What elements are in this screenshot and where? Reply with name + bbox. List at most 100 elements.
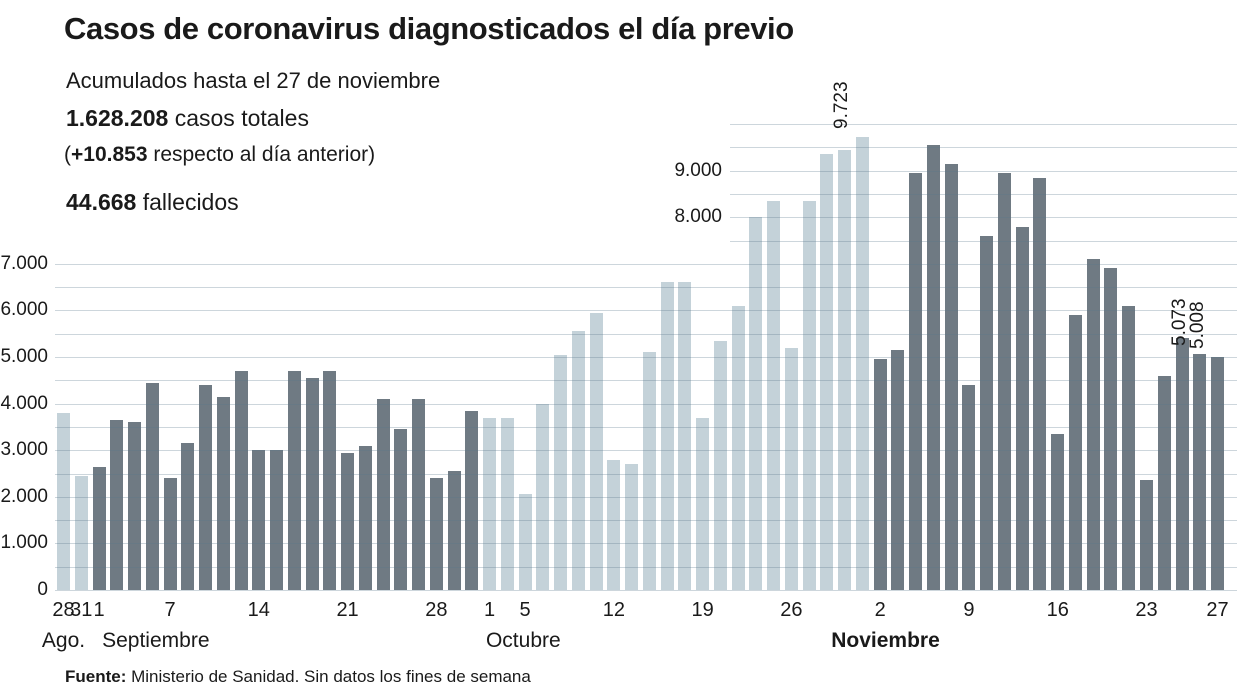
delta-label: respecto al día anterior) — [147, 143, 376, 166]
deaths-label: fallecidos — [136, 189, 239, 215]
bar-septiembre-25 — [412, 398, 426, 590]
x-tick-octubre-5: 5 — [519, 599, 531, 621]
bar-octubre-6 — [536, 403, 550, 590]
bar-septiembre-3 — [128, 422, 142, 590]
total-cases-stat: 1.628.208 casos totales — [66, 105, 309, 132]
bar-octubre-29 — [838, 149, 852, 590]
x-tick-octubre-1: 1 — [484, 599, 496, 621]
bar-octubre-27 — [802, 200, 816, 590]
bar-annotation-noviembre-27: 5.008 — [1186, 301, 1208, 349]
month-label-octubre: Octubre — [485, 629, 561, 652]
gridline-1000 — [55, 543, 1237, 545]
bar-octubre-8 — [571, 331, 585, 590]
bar-octubre-23 — [767, 200, 781, 590]
bar-septiembre-9 — [199, 384, 213, 590]
deaths-stat: 44.668 fallecidos — [66, 189, 239, 216]
x-tick-agosto-31: 31 — [70, 599, 93, 621]
gridline-9000 — [730, 170, 1237, 172]
bar-noviembre-17 — [1068, 315, 1082, 590]
bar-septiembre-29 — [447, 471, 461, 590]
bar-noviembre-19 — [1104, 268, 1118, 590]
gridline-8000 — [730, 217, 1237, 219]
bar-septiembre-21 — [341, 452, 355, 590]
bar-annotation-octubre-30: 9.723 — [831, 81, 853, 129]
gridline-0 — [55, 590, 1237, 591]
x-tick-octubre-19: 19 — [691, 599, 714, 621]
gridline-1500 — [55, 520, 1237, 522]
bar-noviembre-3 — [891, 350, 905, 590]
bar-noviembre-25 — [1175, 338, 1189, 590]
y-axis-inner-label-9000: 9.000 — [674, 159, 722, 181]
bar-noviembre-20 — [1122, 305, 1136, 590]
bar-octubre-2 — [500, 417, 514, 590]
bar-noviembre-24 — [1157, 375, 1171, 590]
gridline-2000 — [55, 496, 1237, 498]
bar-noviembre-2 — [873, 359, 887, 590]
bar-septiembre-16 — [287, 370, 301, 590]
gridline-3500 — [55, 426, 1237, 428]
gridline-2500 — [55, 473, 1237, 475]
bar-noviembre-13 — [1033, 177, 1047, 590]
bar-septiembre-23 — [376, 398, 390, 590]
x-tick-noviembre-27: 27 — [1206, 599, 1229, 621]
bar-septiembre-17 — [305, 377, 319, 590]
bar-octubre-9 — [589, 312, 603, 590]
gridline-3000 — [55, 450, 1237, 452]
delta-value: +10.853 — [71, 143, 148, 166]
bar-noviembre-18 — [1086, 259, 1100, 590]
x-tick-septiembre-1: 1 — [93, 599, 105, 621]
bar-noviembre-26 — [1193, 353, 1207, 590]
gridline-6500 — [55, 287, 1237, 289]
bar-septiembre-15 — [270, 450, 284, 590]
month-label-agosto: Ago. — [41, 629, 86, 652]
bar-octubre-19 — [696, 417, 710, 590]
gridline-4500 — [55, 380, 1237, 382]
x-tick-septiembre-28: 28 — [425, 599, 448, 621]
x-tick-septiembre-14: 14 — [247, 599, 270, 621]
bar-septiembre-22 — [358, 445, 372, 590]
gridline-500 — [55, 566, 1237, 568]
gridline-8500 — [730, 193, 1237, 195]
y-axis-label-6000: 6.000 — [0, 299, 48, 321]
gridline-7500 — [730, 240, 1237, 242]
source-note: Fuente: Ministerio de Sanidad. Sin datos… — [65, 667, 531, 687]
bar-agosto-28 — [57, 412, 70, 590]
source-label: Fuente: — [65, 667, 127, 686]
bar-septiembre-30 — [465, 410, 479, 590]
bar-septiembre-1 — [92, 466, 106, 590]
delta-open-paren: ( — [64, 143, 71, 166]
bar-octubre-28 — [820, 154, 834, 590]
x-tick-septiembre-21: 21 — [336, 599, 359, 621]
chart-subtitle: Acumulados hasta el 27 de noviembre — [66, 68, 441, 93]
bar-septiembre-18 — [323, 370, 337, 590]
x-tick-noviembre-2: 2 — [874, 599, 886, 621]
bar-octubre-22 — [749, 217, 763, 590]
bar-septiembre-10 — [216, 396, 230, 590]
bar-octubre-12 — [607, 459, 621, 590]
month-label-noviembre: Noviembre — [831, 629, 940, 652]
bar-septiembre-7 — [163, 478, 177, 590]
bar-noviembre-6 — [944, 163, 958, 590]
x-tick-agosto-28: 28 — [52, 599, 75, 621]
bar-agosto-31 — [74, 475, 88, 590]
gridline-5000 — [55, 357, 1237, 358]
source-text: Ministerio de Sanidad. Sin datos los fin… — [126, 667, 531, 686]
bar-septiembre-28 — [429, 478, 443, 590]
x-tick-octubre-12: 12 — [602, 599, 625, 621]
bar-octubre-14 — [642, 352, 656, 590]
bar-septiembre-4 — [145, 382, 159, 590]
bar-octubre-21 — [731, 305, 745, 590]
x-tick-noviembre-9: 9 — [963, 599, 975, 621]
bar-octubre-7 — [554, 354, 568, 590]
x-tick-octubre-26: 26 — [780, 599, 803, 621]
x-tick-septiembre-7: 7 — [164, 599, 176, 621]
bar-septiembre-8 — [181, 443, 195, 590]
y-axis-label-5000: 5.000 — [0, 346, 48, 367]
gridline-5500 — [55, 333, 1237, 335]
x-tick-noviembre-23: 23 — [1135, 599, 1158, 621]
bar-octubre-5 — [518, 494, 532, 590]
bar-octubre-30 — [855, 136, 869, 590]
y-axis-label-0: 0 — [37, 579, 48, 600]
bar-noviembre-12 — [1015, 226, 1029, 590]
